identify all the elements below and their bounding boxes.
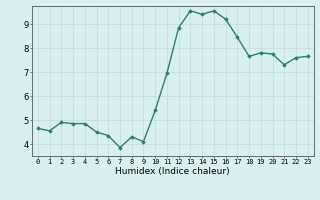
X-axis label: Humidex (Indice chaleur): Humidex (Indice chaleur) <box>116 167 230 176</box>
